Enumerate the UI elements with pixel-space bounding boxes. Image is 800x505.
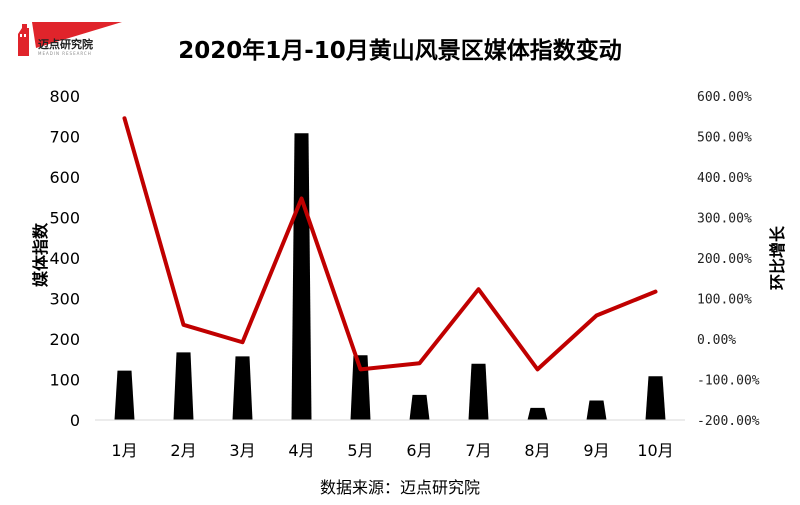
y-tick-right: 500.00% — [697, 131, 752, 146]
y-tick-left: 300 — [49, 290, 80, 309]
bar — [409, 394, 430, 420]
x-tick: 3月 — [229, 441, 255, 460]
y-tick-right: 400.00% — [697, 171, 752, 186]
x-tick: 6月 — [406, 441, 432, 460]
logo-subtext: MEADIN RESEARCH — [38, 51, 92, 56]
x-tick: 9月 — [583, 441, 609, 460]
chart-title: 2020年1月-10月黄山风景区媒体指数变动 — [178, 37, 622, 64]
y-tick-left: 700 — [49, 128, 80, 147]
y-tick-left: 0 — [70, 411, 80, 430]
y-axis-right-ticks: -200.00% -100.00% 0.00% 100.00% 200.00% 300.0… — [697, 90, 760, 429]
y-axis-left-ticks: 0 100 200 300 400 500 600 700 800 — [49, 87, 80, 430]
y-axis-left-label: 媒体指数 — [31, 222, 50, 287]
y-axis-right-label: 环比增长 — [768, 225, 787, 290]
y-tick-right: 200.00% — [697, 252, 752, 267]
x-tick: 5月 — [347, 441, 373, 460]
bar — [114, 370, 135, 420]
x-tick: 7月 — [465, 441, 491, 460]
line-series — [122, 116, 658, 372]
bar — [173, 352, 194, 420]
bar — [468, 363, 489, 420]
y-tick-right: 300.00% — [697, 212, 752, 227]
x-tick: 2月 — [170, 441, 196, 460]
y-tick-right: 0.00% — [697, 333, 736, 348]
logo-icon — [18, 22, 122, 56]
x-tick: 10月 — [637, 441, 673, 460]
x-tick: 1月 — [111, 441, 137, 460]
bar-series — [114, 133, 666, 420]
x-axis-ticks: 1月 2月 3月 4月 5月 6月 7月 8月 9月 10月 — [111, 441, 673, 460]
y-tick-left: 200 — [49, 330, 80, 349]
y-tick-left: 500 — [49, 209, 80, 228]
y-tick-left: 400 — [49, 249, 80, 268]
y-tick-left: 800 — [49, 87, 80, 106]
logo-text: 迈点研究院 — [38, 38, 93, 51]
x-tick: 4月 — [288, 441, 314, 460]
y-tick-left: 100 — [49, 371, 80, 390]
bar — [232, 356, 253, 420]
y-tick-right: -100.00% — [697, 374, 760, 389]
y-tick-right: 600.00% — [697, 90, 752, 105]
y-tick-left: 600 — [49, 168, 80, 187]
bar — [527, 407, 548, 420]
bar — [350, 355, 371, 420]
y-tick-right: -200.00% — [697, 414, 760, 429]
bar — [586, 400, 607, 420]
bar — [291, 133, 312, 420]
x-tick: 8月 — [524, 441, 550, 460]
bar — [645, 376, 666, 420]
y-tick-right: 100.00% — [697, 293, 752, 308]
data-source: 数据来源：迈点研究院 — [320, 478, 480, 497]
